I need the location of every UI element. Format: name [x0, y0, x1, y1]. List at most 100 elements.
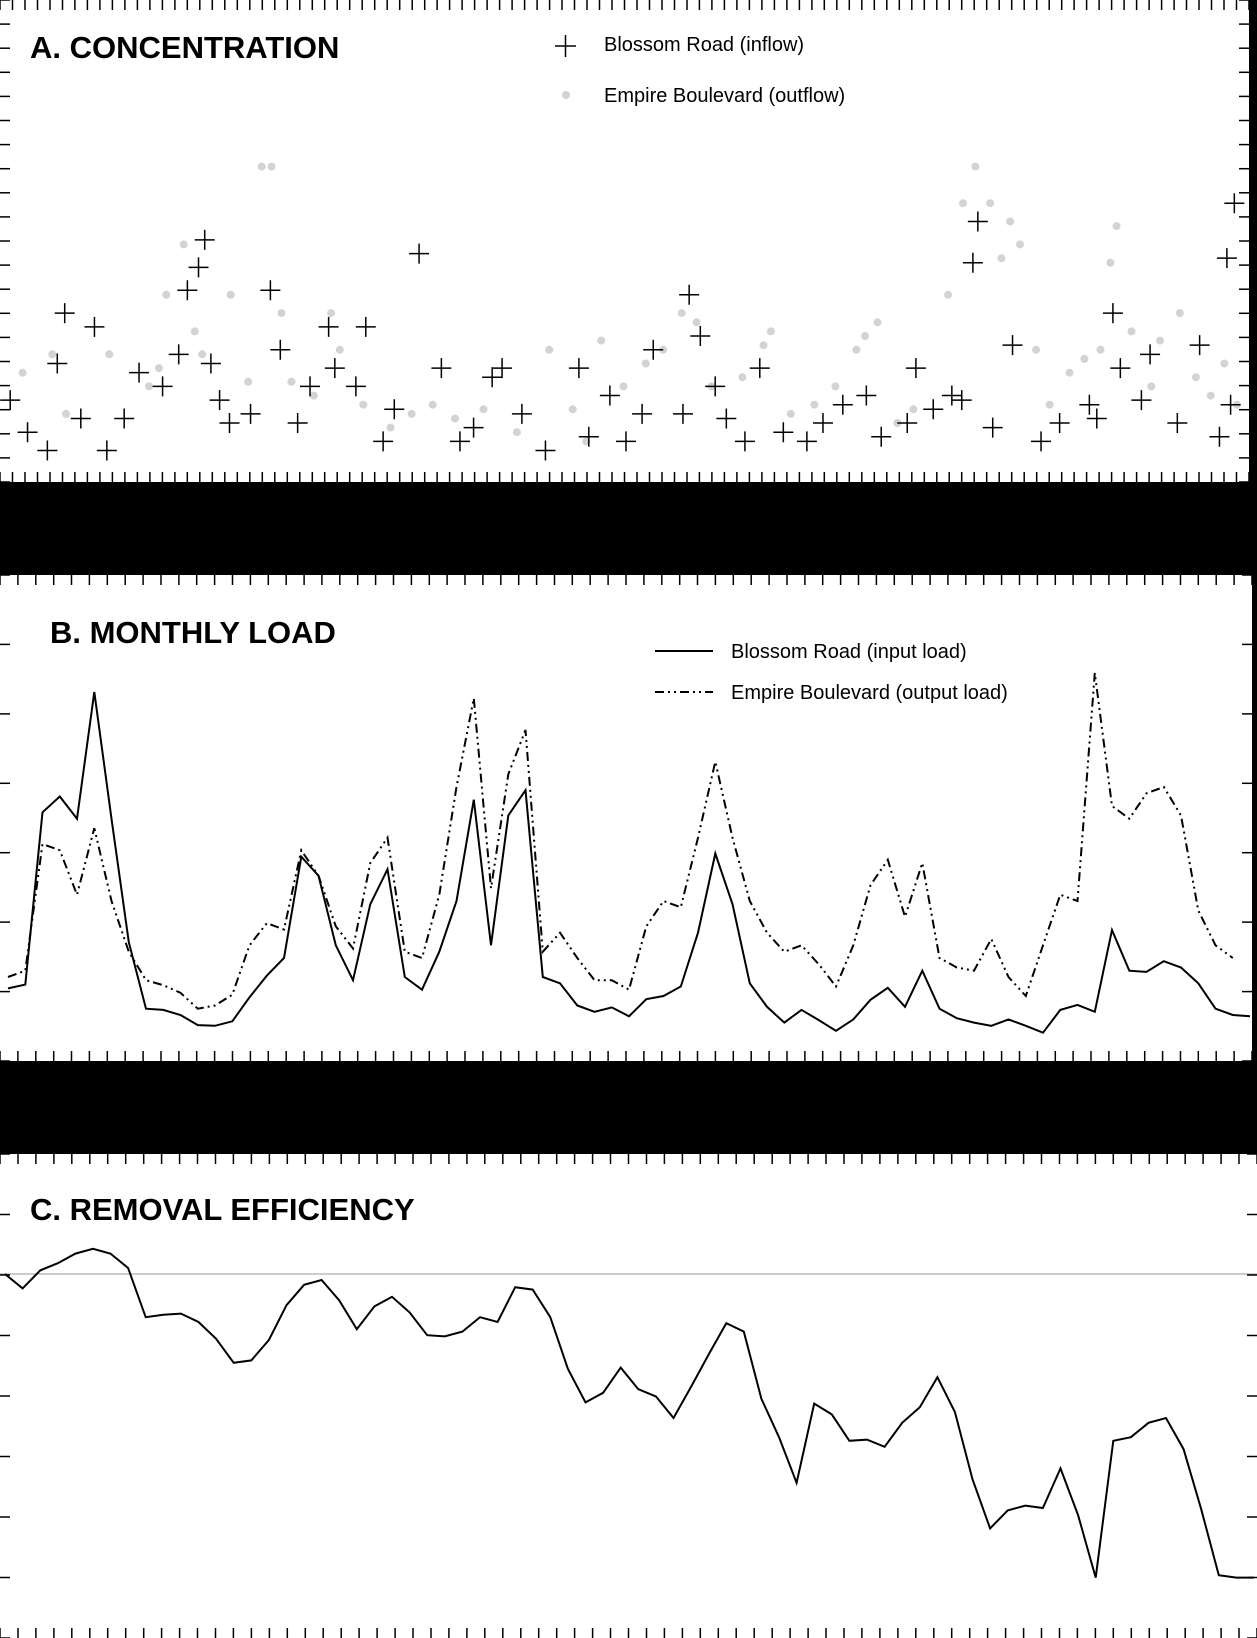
outflow-point [198, 350, 207, 359]
inflow-point [431, 358, 452, 379]
outflow-point [1045, 400, 1054, 409]
outflow-point [1112, 222, 1121, 231]
outflow-point [786, 409, 795, 418]
inflow-point [632, 403, 653, 424]
input-load-line [7, 691, 1251, 1034]
inflow-point [535, 440, 556, 461]
inflow-point [905, 358, 926, 379]
inflow-point [194, 229, 215, 250]
output-load-line [7, 672, 1234, 1010]
outflow-point [244, 377, 253, 386]
inflow-point [188, 257, 209, 278]
outflow-point [335, 345, 344, 354]
inflow-point [568, 358, 589, 379]
inflow-point [200, 353, 221, 374]
inflow-point [1209, 426, 1230, 447]
outflow-point [766, 327, 775, 336]
inflow-point [1079, 394, 1100, 415]
outflow-point [1206, 391, 1215, 400]
panel-concentration: A. CONCENTRATION Blossom Road (inflow) E… [0, 0, 1249, 482]
inflow-point [672, 403, 693, 424]
outflow-point [597, 336, 606, 345]
legend-output-load-label: Empire Boulevard (output load) [731, 682, 1008, 704]
inflow-point [54, 303, 75, 324]
outflow-point [267, 162, 276, 171]
outflow-point [287, 377, 296, 386]
inflow-point [270, 339, 291, 360]
outflow-point [309, 391, 318, 400]
inflow-point [773, 422, 794, 443]
inflow-point [734, 431, 755, 452]
outflow-point [18, 368, 27, 377]
outflow-point [1127, 327, 1136, 336]
outflow-point [861, 332, 870, 340]
inflow-point [951, 390, 972, 411]
inflow-point [1002, 335, 1023, 356]
outflow-point [190, 327, 199, 336]
legend-input-load-label: Blossom Road (input load) [731, 641, 967, 663]
inflow-point [941, 385, 962, 406]
inflow-point [1131, 390, 1152, 411]
outflow-point [277, 309, 286, 318]
inflow-point [409, 243, 430, 264]
outflow-point [568, 405, 577, 414]
inflow-point [384, 399, 405, 420]
inflow-point [318, 316, 339, 337]
outflow-point [1065, 368, 1074, 377]
inflow-point [982, 417, 1003, 438]
outflow-point [327, 309, 336, 318]
outflow-point [944, 290, 953, 299]
outflow-point [451, 414, 459, 423]
outflow-point [759, 341, 768, 350]
legend-plus-marker [555, 35, 576, 57]
inflow-point [832, 394, 853, 415]
outflow-point [1096, 345, 1105, 354]
inflow-point [129, 362, 150, 383]
outflow-point [226, 290, 235, 299]
outflow-point [959, 199, 967, 208]
outflow-point [1080, 354, 1089, 363]
inflow-point [70, 408, 91, 429]
inflow-point [47, 353, 68, 374]
inflow-point [177, 280, 198, 301]
inflow-point [796, 431, 817, 452]
legend-dot-marker [562, 91, 570, 99]
outflow-point [641, 359, 650, 368]
axis-ticks [0, 575, 1252, 1061]
outflow-point [1156, 336, 1164, 345]
inflow-point [578, 426, 599, 447]
inflow-point [0, 390, 21, 411]
inflow-point [1167, 413, 1188, 434]
outflow-point [677, 309, 686, 318]
outflow-point [479, 405, 488, 414]
removal-efficiency-line [4, 1247, 1254, 1579]
inflow-point [482, 367, 503, 388]
outflow-point [359, 400, 368, 409]
outflow-point [428, 400, 437, 409]
inflow-point [856, 385, 877, 406]
legend-outflow-label: Empire Boulevard (outflow) [604, 85, 846, 107]
panel-a-title: A. CONCENTRATION [30, 30, 340, 65]
inflow-point [962, 252, 983, 273]
inflow-point [599, 385, 620, 406]
inflow-point [1102, 303, 1123, 324]
outflow-point [873, 318, 882, 327]
inflow-point [355, 316, 376, 337]
outflow-point [512, 428, 521, 437]
outflow-point [162, 290, 171, 299]
panel-removal-efficiency: C. REMOVAL EFFICIENCY [0, 1154, 1257, 1638]
outflow-point [831, 382, 840, 391]
inflow-point [84, 316, 105, 337]
outflow-point [386, 423, 395, 432]
inflow-point [1049, 413, 1070, 434]
outflow-point [997, 254, 1006, 263]
outflow-point [154, 364, 163, 373]
outflow-point [105, 350, 114, 359]
inflow-point [345, 376, 366, 397]
panel-c-title: C. REMOVAL EFFICIENCY [30, 1192, 415, 1227]
inflow-point [967, 211, 988, 232]
inflow-point [168, 344, 189, 365]
inflow-point [1110, 358, 1131, 379]
inflow-point [1216, 248, 1237, 269]
inflow-point [287, 413, 308, 434]
